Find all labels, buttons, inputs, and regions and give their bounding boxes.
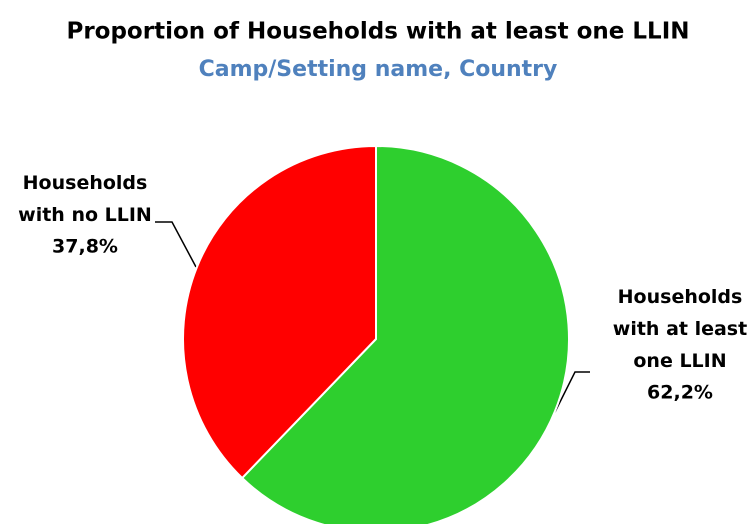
value-label: 37,8% [52,236,118,258]
label-line: with at least [613,318,747,340]
slice-label: Households with no LLIN [18,172,152,226]
label-line: Households [618,286,743,308]
value-label: 62,2% [647,382,713,404]
label-line: Households [23,172,148,194]
pie-slice [240,144,570,524]
leader-line [554,371,590,413]
slice-label: Households with at least one LLIN [613,286,747,372]
chart-title: Proportion of Households with at least o… [66,19,689,45]
leader-line [155,221,197,268]
label-line: with no LLIN [18,204,152,226]
pie-slice [182,144,377,480]
label-line: one LLIN [633,350,726,372]
chart-subtitle: Camp/Setting name, Country [199,57,558,82]
